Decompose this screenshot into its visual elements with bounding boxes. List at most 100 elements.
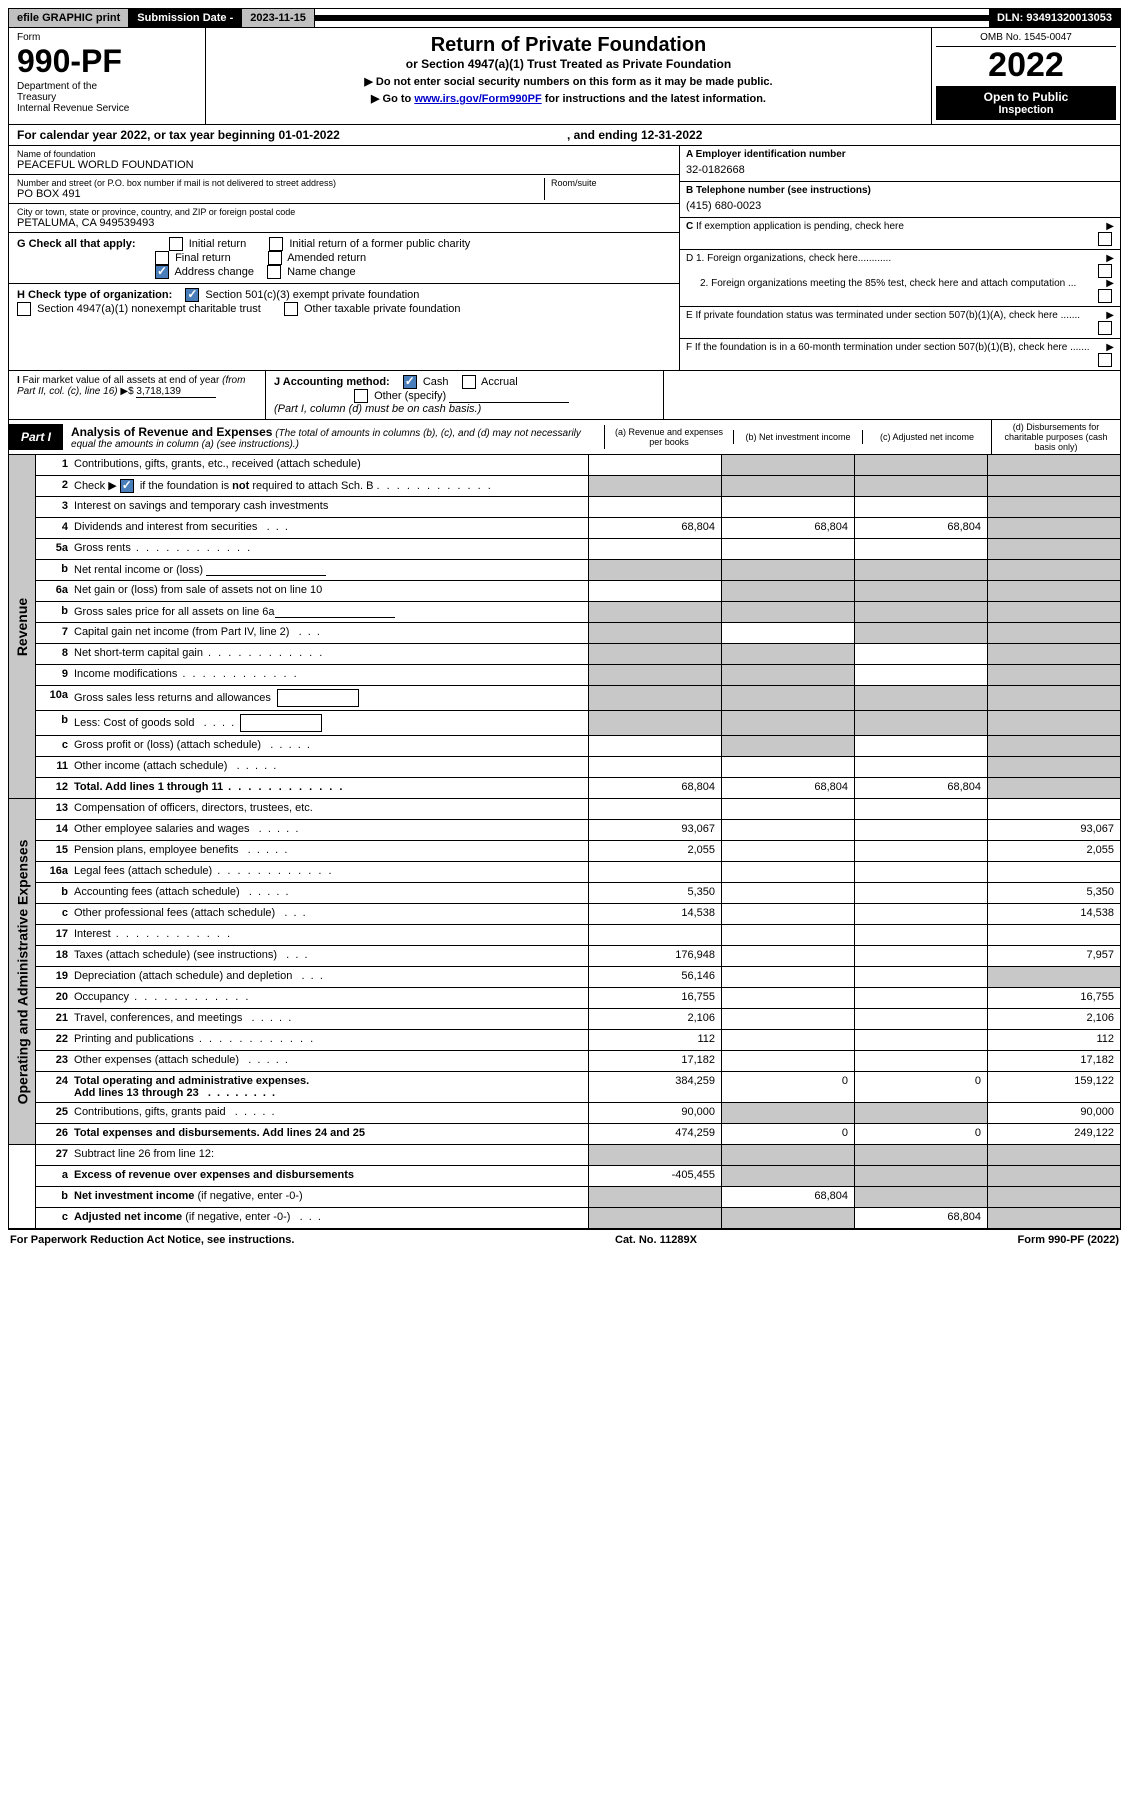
ein-row: A Employer identification number 32-0182… [680,146,1120,182]
h-checks: H Check type of organization: Section 50… [9,284,679,320]
row-10b: b Less: Cost of goods sold . . . . [36,710,1120,735]
row-13: 13 Compensation of officers, directors, … [36,799,1120,819]
expenses-side-label: Operating and Administrative Expenses [9,799,36,1144]
row-27a: a Excess of revenue over expenses and di… [36,1165,1120,1186]
form-label: Form [17,32,197,43]
j-cash-checkbox[interactable] [403,375,417,389]
f-row: F If the foundation is in a 60-month ter… [680,339,1120,370]
d1-checkbox[interactable] [1098,264,1112,278]
foundation-city: PETALUMA, CA 949539493 [17,217,671,229]
row-10c: c Gross profit or (loss) (attach schedul… [36,735,1120,756]
efile-label: efile GRAPHIC print [9,9,129,27]
calendar-year-row: For calendar year 2022, or tax year begi… [8,125,1121,146]
row-7: 7 Capital gain net income (from Part IV,… [36,622,1120,643]
dln-value: DLN: 93491320013053 [989,9,1120,27]
row-27b: b Net investment income (if negative, en… [36,1186,1120,1207]
row-5a: 5a Gross rents [36,538,1120,559]
expenses-grid: Operating and Administrative Expenses 13… [8,799,1121,1145]
i-section: I Fair market value of all assets at end… [9,371,266,419]
row-9: 9 Income modifications [36,664,1120,685]
city-row: City or town, state or province, country… [9,204,679,233]
open-to-public-badge: Open to Public Inspection [936,86,1116,120]
j-section: J Accounting method: Cash Accrual Other … [266,371,663,419]
part1-header: Part I Analysis of Revenue and Expenses … [8,420,1121,455]
row-23: 23 Other expenses (attach schedule) . . … [36,1050,1120,1071]
f-checkbox[interactable] [1098,353,1112,367]
row-14: 14 Other employee salaries and wages . .… [36,819,1120,840]
f-section-dup [663,371,1120,419]
j-other-checkbox[interactable] [354,389,368,403]
schb-checkbox[interactable] [120,479,134,493]
final-return-checkbox[interactable] [155,251,169,265]
row-16c: c Other professional fees (attach schedu… [36,903,1120,924]
row-21: 21 Travel, conferences, and meetings . .… [36,1008,1120,1029]
omb-number: OMB No. 1545-0047 [936,32,1116,47]
part1-desc: Analysis of Revenue and Expenses (The to… [63,421,604,454]
address-row: Number and street (or P.O. box number if… [9,175,679,204]
irs-link[interactable]: www.irs.gov/Form990PF [414,93,541,105]
info-right: A Employer identification number 32-0182… [679,146,1120,370]
header-mid: Return of Private Foundation or Section … [206,28,932,124]
h-501c3-checkbox[interactable] [185,288,199,302]
initial-return-former-checkbox[interactable] [269,237,283,251]
page-footer: For Paperwork Reduction Act Notice, see … [8,1229,1121,1250]
room-label: Room/suite [551,178,671,188]
row-27c: c Adjusted net income (if negative, ente… [36,1207,1120,1228]
initial-return-checkbox[interactable] [169,237,183,251]
tax-year: 2022 [936,47,1116,84]
form-number: 990-PF [17,45,197,77]
address-change-checkbox[interactable] [155,265,169,279]
department-label: Department of theTreasuryInternal Revenu… [17,81,197,114]
col-d-head: (d) Disbursements for charitable purpose… [991,420,1120,454]
amended-return-checkbox[interactable] [268,251,282,265]
row-6a: 6a Net gain or (loss) from sale of asset… [36,580,1120,601]
row-25: 25 Contributions, gifts, grants paid . .… [36,1102,1120,1123]
row-3: 3 Interest on savings and temporary cash… [36,496,1120,517]
efile-topbar: efile GRAPHIC print Submission Date - 20… [8,8,1121,28]
d2-checkbox[interactable] [1098,289,1112,303]
d-row: D 1. Foreign organizations, check here..… [680,250,1120,307]
row-1: 1 Contributions, gifts, grants, etc., re… [36,455,1120,475]
h-other-checkbox[interactable] [284,302,298,316]
row-27: 27 Subtract line 26 from line 12: [36,1145,1120,1165]
line27-grid: 27 Subtract line 26 from line 12: a Exce… [8,1145,1121,1229]
row-10a: 10a Gross sales less returns and allowan… [36,685,1120,710]
submission-date-label: Submission Date - [129,9,242,27]
foundation-name: PEACEFUL WORLD FOUNDATION [17,159,671,171]
row-20: 20 Occupancy 16,75516,755 [36,987,1120,1008]
row-6b: b Gross sales price for all assets on li… [36,601,1120,622]
e-checkbox[interactable] [1098,321,1112,335]
info-left: Name of foundation PEACEFUL WORLD FOUNDA… [9,146,679,370]
footer-left: For Paperwork Reduction Act Notice, see … [10,1234,294,1246]
row-12: 12 Total. Add lines 1 through 11 68,8046… [36,777,1120,798]
foundation-name-row: Name of foundation PEACEFUL WORLD FOUNDA… [9,146,679,175]
topbar-spacer [315,15,989,21]
row-15: 15 Pension plans, employee benefits . . … [36,840,1120,861]
row-8: 8 Net short-term capital gain [36,643,1120,664]
form-note-1: ▶ Do not enter social security numbers o… [212,75,925,88]
c-checkbox[interactable] [1098,232,1112,246]
header-right: OMB No. 1545-0047 2022 Open to Public In… [932,28,1120,124]
c-row: C If exemption application is pending, c… [680,218,1120,250]
revenue-grid: Revenue 1 Contributions, gifts, grants, … [8,455,1121,799]
revenue-side-label: Revenue [9,455,36,798]
part1-badge: Part I [9,424,63,450]
phone-row: B Telephone number (see instructions) (4… [680,182,1120,218]
footer-right: Form 990-PF (2022) [1018,1234,1120,1246]
form-title: Return of Private Foundation [212,34,925,57]
header-left: Form 990-PF Department of theTreasuryInt… [9,28,206,124]
j-accrual-checkbox[interactable] [462,375,476,389]
col-b-head: (b) Net investment income [733,430,862,444]
row-5b: b Net rental income or (loss) [36,559,1120,580]
e-row: E If private foundation status was termi… [680,307,1120,339]
row-16a: 16a Legal fees (attach schedule) [36,861,1120,882]
col-a-head: (a) Revenue and expenses per books [604,425,733,449]
row-18: 18 Taxes (attach schedule) (see instruct… [36,945,1120,966]
h-4947-checkbox[interactable] [17,302,31,316]
row-26: 26 Total expenses and disbursements. Add… [36,1123,1120,1144]
row-2: 2 Check ▶ if the foundation is not requi… [36,475,1120,496]
cal-beginning: For calendar year 2022, or tax year begi… [17,128,567,142]
name-change-checkbox[interactable] [267,265,281,279]
row-19: 19 Depreciation (attach schedule) and de… [36,966,1120,987]
row-22: 22 Printing and publications 112112 [36,1029,1120,1050]
